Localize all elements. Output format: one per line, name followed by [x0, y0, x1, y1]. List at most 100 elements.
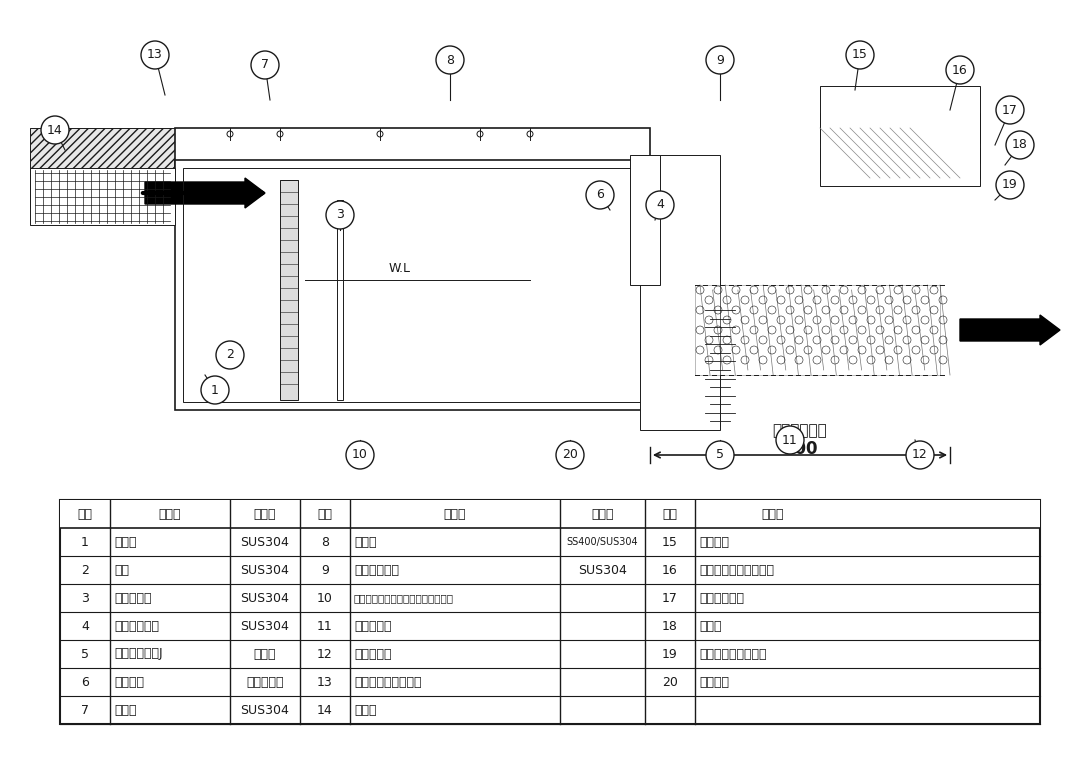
Text: 16: 16 — [952, 63, 968, 76]
Circle shape — [646, 191, 673, 219]
Text: 品　名: 品 名 — [762, 508, 783, 520]
Text: 19: 19 — [1002, 179, 1018, 192]
Text: 3: 3 — [336, 208, 344, 222]
Circle shape — [41, 116, 69, 144]
Text: SUS304: SUS304 — [240, 591, 289, 604]
Text: 防水層: 防水層 — [698, 619, 721, 633]
Text: 17: 17 — [663, 591, 678, 604]
Bar — [630, 155, 660, 285]
Text: 防水止フック: 防水止フック — [114, 619, 159, 633]
Circle shape — [776, 426, 804, 454]
Circle shape — [1006, 131, 1034, 159]
Text: 7: 7 — [81, 704, 89, 717]
Text: SS400/SUS304: SS400/SUS304 — [567, 537, 639, 547]
Bar — [60, 500, 1040, 528]
Text: SUS304: SUS304 — [240, 619, 289, 633]
Text: 耐火被覆材（けい酸カルシウム板）: 耐火被覆材（けい酸カルシウム板） — [354, 593, 454, 603]
Text: 6: 6 — [596, 189, 604, 201]
Circle shape — [217, 341, 244, 369]
Text: 耐火被覆材: 耐火被覆材 — [354, 619, 392, 633]
Circle shape — [945, 56, 974, 84]
Circle shape — [706, 441, 734, 469]
Text: 部番: 部番 — [663, 508, 678, 520]
Circle shape — [586, 181, 614, 209]
Bar — [820, 170, 980, 178]
Bar — [183, 168, 642, 402]
Text: ふ　た: ふ た — [354, 536, 376, 548]
Text: 1: 1 — [211, 384, 219, 396]
Text: 10: 10 — [353, 448, 368, 462]
Text: W.L: W.L — [390, 262, 411, 275]
Bar — [820, 86, 980, 186]
Text: 品　名: 品 名 — [159, 508, 182, 520]
Bar — [280, 180, 298, 400]
Text: 7: 7 — [261, 58, 269, 72]
Text: 11: 11 — [782, 434, 798, 446]
Text: 6: 6 — [82, 675, 89, 689]
Text: 増し打ちコンクリート: 増し打ちコンクリート — [698, 563, 774, 576]
Text: 18: 18 — [663, 619, 678, 633]
Circle shape — [201, 376, 228, 404]
Bar — [820, 148, 980, 163]
Text: 4: 4 — [656, 198, 664, 211]
Text: 床仕上げ: 床仕上げ — [698, 536, 729, 548]
Text: 材　質: 材 質 — [254, 508, 276, 520]
Text: SUS304: SUS304 — [240, 536, 289, 548]
Text: 1: 1 — [82, 536, 89, 548]
Circle shape — [141, 41, 169, 69]
Text: 受笼: 受笼 — [114, 563, 129, 576]
Bar — [695, 285, 940, 375]
Text: 【別途工事】: 【別途工事】 — [772, 423, 827, 438]
Bar — [175, 160, 650, 192]
Circle shape — [706, 46, 734, 74]
Text: 本　体: 本 体 — [114, 536, 136, 548]
Text: 4: 4 — [82, 619, 89, 633]
Bar — [30, 168, 175, 225]
Text: 20: 20 — [663, 675, 678, 689]
Text: 12: 12 — [912, 448, 928, 462]
Text: 2: 2 — [226, 349, 234, 361]
Text: 19: 19 — [663, 647, 678, 661]
Circle shape — [906, 441, 934, 469]
Circle shape — [996, 96, 1024, 124]
Text: 固定用ピース: 固定用ピース — [354, 563, 399, 576]
Text: 13: 13 — [147, 48, 163, 62]
Text: トラップ: トラップ — [114, 675, 144, 689]
Text: Ｐ　Ｖ　Ｃ: Ｐ Ｖ Ｃ — [246, 675, 284, 689]
Text: 側　溝: 側 溝 — [354, 704, 376, 717]
Text: 9: 9 — [321, 563, 329, 576]
FancyArrow shape — [960, 315, 1060, 345]
Text: スライド板: スライド板 — [114, 591, 151, 604]
Circle shape — [996, 171, 1024, 199]
Text: 3: 3 — [82, 591, 89, 604]
Text: 部番: 部番 — [318, 508, 333, 520]
Text: スラブコンクリート: スラブコンクリート — [698, 647, 767, 661]
Bar — [60, 500, 1040, 724]
FancyArrow shape — [145, 178, 265, 208]
Text: 固定バンド: 固定バンド — [354, 647, 392, 661]
Circle shape — [436, 46, 463, 74]
Bar — [820, 123, 980, 143]
Text: 20: 20 — [562, 448, 578, 462]
Bar — [337, 200, 343, 400]
Text: SUS304: SUS304 — [578, 563, 627, 576]
Circle shape — [251, 51, 279, 79]
Circle shape — [346, 441, 374, 469]
Text: 9: 9 — [716, 54, 724, 66]
Text: 5: 5 — [81, 647, 89, 661]
Circle shape — [556, 441, 584, 469]
Text: 600: 600 — [782, 440, 817, 458]
Text: 品　名: 品 名 — [444, 508, 467, 520]
Text: 18: 18 — [1012, 139, 1028, 151]
Text: 側溝用グレーチング: 側溝用グレーチング — [354, 675, 421, 689]
Polygon shape — [30, 128, 175, 208]
Text: 17: 17 — [1002, 104, 1018, 116]
Bar — [640, 155, 720, 430]
Text: 保護モルタル: 保護モルタル — [698, 591, 744, 604]
Text: 10: 10 — [317, 591, 333, 604]
Circle shape — [846, 41, 874, 69]
Text: 8: 8 — [446, 54, 454, 66]
Circle shape — [326, 201, 354, 229]
Bar — [175, 128, 650, 168]
Text: 8: 8 — [321, 536, 329, 548]
